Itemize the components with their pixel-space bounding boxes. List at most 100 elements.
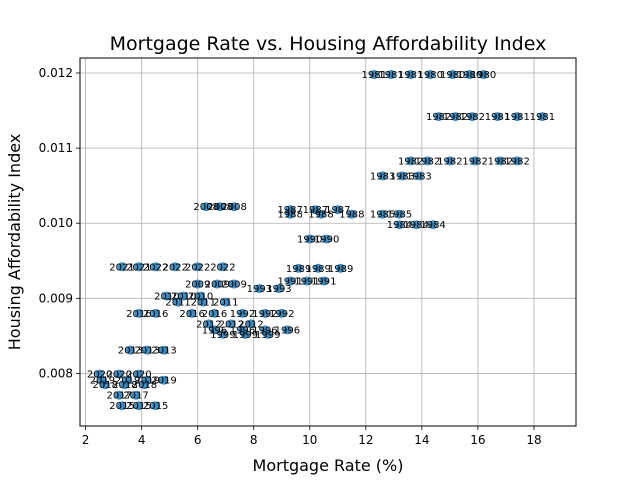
point-label: 2016 (202, 309, 227, 320)
y-tick-label: 0.011 (39, 141, 73, 155)
scatter-point (322, 234, 332, 244)
point-label: 1999 (233, 330, 258, 341)
point-label: 2019 (151, 376, 176, 387)
point-label: 2015 (109, 401, 134, 412)
scatter-point (274, 284, 284, 294)
point-label: 1990 (297, 234, 322, 245)
scatter-point (201, 202, 211, 212)
scatter-point (347, 209, 357, 219)
point-label: 2013 (118, 346, 143, 357)
scatter-point (238, 308, 248, 318)
scatter-point (316, 209, 326, 219)
point-label: 1981 (530, 112, 555, 123)
scatter-point (285, 276, 295, 286)
scatter-point (302, 276, 312, 286)
point-label: 1992 (230, 309, 255, 320)
point-label: 1996 (202, 325, 227, 336)
scatter-point (378, 209, 388, 219)
scatter-point (411, 220, 421, 230)
point-label: 1987 (303, 205, 328, 216)
point-label: 1988 (339, 210, 364, 221)
point-label: 1987 (325, 205, 350, 216)
point-label: 1987 (277, 205, 302, 216)
scatter-point (313, 263, 323, 273)
scatter-point (179, 291, 189, 301)
point-label: 2020 (87, 370, 112, 381)
point-label: 2020 (126, 370, 151, 381)
scatter-point (254, 284, 264, 294)
scatter-point (134, 262, 144, 272)
scatter-point (114, 390, 124, 400)
scatter-point (117, 401, 127, 411)
scatter-point (210, 308, 220, 318)
scatter-point (467, 112, 477, 122)
point-label: 1985 (387, 210, 412, 221)
scatter-point (470, 156, 480, 166)
point-label: 1982 (460, 112, 485, 123)
scatter-point (451, 112, 461, 122)
point-label: 1989 (328, 264, 353, 275)
scatter-point (210, 325, 220, 335)
scatter-point (386, 70, 396, 80)
scatter-point (218, 262, 228, 272)
scatter-point (162, 291, 172, 301)
scatter-point (212, 279, 222, 289)
point-label: 2019 (115, 376, 140, 387)
scatter-point (406, 70, 416, 80)
scatter-point (151, 262, 161, 272)
point-label: 1991 (294, 277, 319, 288)
point-label: 1980 (440, 70, 465, 81)
point-label: 1983 (370, 171, 395, 182)
scatter-point (537, 112, 547, 122)
x-tick-label: 18 (526, 433, 541, 447)
x-tick-label: 12 (358, 433, 373, 447)
x-tick-label: 10 (302, 433, 317, 447)
point-label: 1996 (252, 325, 277, 336)
point-label: 2010 (188, 292, 213, 303)
scatter-point (229, 202, 239, 212)
point-label: 2009 (221, 280, 246, 291)
scatter-point (246, 319, 256, 329)
point-label: 1996 (275, 325, 300, 336)
scatter-point (263, 329, 273, 339)
point-label: 2012 (219, 319, 244, 330)
scatter-point (422, 156, 432, 166)
data-points (95, 70, 547, 411)
point-label: 1988 (277, 210, 302, 221)
point-label: 2011 (213, 298, 238, 309)
point-label: 2019 (135, 376, 160, 387)
scatter-point (139, 380, 149, 390)
point-label: 2017 (107, 391, 132, 402)
point-label: 1985 (370, 210, 395, 221)
point-label: 1980 (471, 70, 496, 81)
point-label: 1981 (398, 70, 423, 81)
point-label: 2009 (185, 280, 210, 291)
y-axis: 0.008 0.009 0.010 0.011 0.012 (39, 66, 80, 380)
x-tick-label: 2 (82, 433, 90, 447)
point-label: 1993 (266, 284, 291, 295)
point-label: 1993 (247, 284, 272, 295)
scatter-point (428, 220, 438, 230)
point-label: 2021 (109, 262, 134, 273)
scatter-point (131, 390, 141, 400)
point-label: 2012 (196, 319, 221, 330)
point-label: 2008 (193, 202, 218, 213)
point-label: 2018 (112, 380, 137, 391)
point-label: 1999 (255, 330, 280, 341)
x-tick-label: 4 (138, 433, 146, 447)
scatter-point (134, 401, 144, 411)
scatter-point (229, 279, 239, 289)
point-label: 2016 (126, 309, 151, 320)
point-label: 2020 (107, 370, 132, 381)
scatter-point (394, 209, 404, 219)
scatter-point (117, 262, 127, 272)
scatter-point (151, 308, 161, 318)
y-tick-label: 0.010 (39, 216, 73, 230)
point-label: 2015 (143, 401, 168, 412)
point-label: 2010 (154, 292, 179, 303)
chart-title: Mortgage Rate vs. Housing Affordability … (110, 33, 547, 55)
point-label: 1984 (404, 220, 429, 231)
scatter-point (120, 380, 130, 390)
